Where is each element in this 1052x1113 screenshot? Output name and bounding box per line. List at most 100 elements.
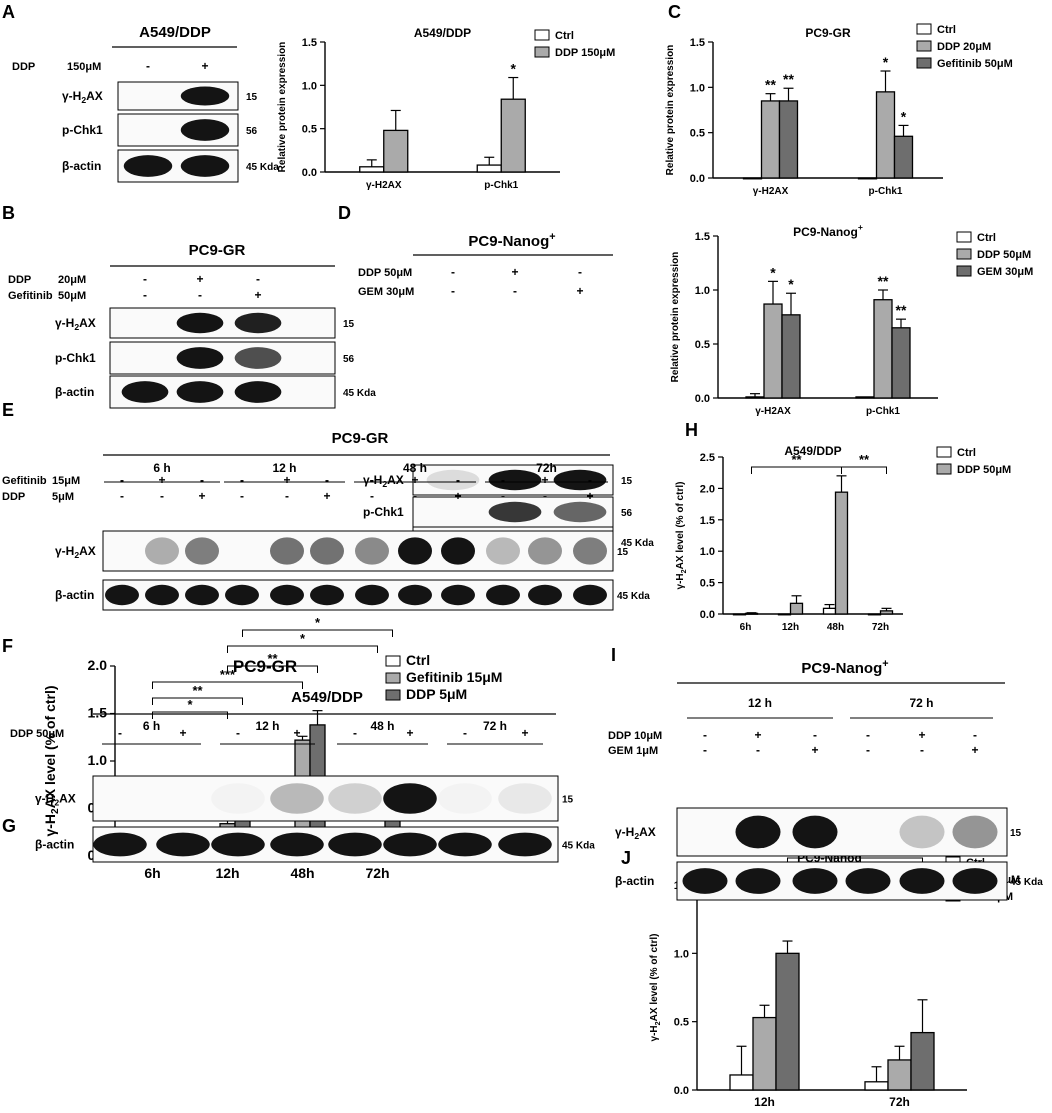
treatment-mark: + [576,284,583,298]
text-part: PC9-Nanog [468,233,549,250]
band-name: γ-H2AX [615,825,656,841]
treatment-mark: - [143,288,147,302]
treatment-mark: - [973,728,977,742]
band-size: 45 Kda [246,162,279,173]
protein-band [488,469,542,491]
protein-band [952,815,998,849]
bar [500,98,526,173]
protein-band [121,381,169,403]
band-name: γ-H2AX [55,544,96,560]
x-tick-label: 48h [290,865,314,881]
text-part: AX level (% of ctrl) [675,482,686,570]
treatment-mark: - [756,743,760,757]
treatment-mark: + [283,473,290,487]
protein-band [498,783,552,814]
chart-title: PC9-Nanog+ [793,222,863,239]
x-tick-label: p-Chk1 [484,180,518,191]
treatment-mark: - [501,489,505,503]
protein-band [310,537,344,565]
x-tick-label: 6h [144,865,160,881]
y-tick-label: 0.0 [690,173,705,185]
x-tick-label: 12h [215,865,239,881]
bar [910,1031,935,1091]
treatment-mark: - [240,489,244,503]
x-tick-label: 12h [754,1095,775,1109]
time-group-label: 72 h [483,719,507,733]
protein-band [123,155,173,177]
treatment-dose: 15μM [52,475,80,487]
text-part: γ-H [35,792,54,806]
treatment-label: DDP 10μM [608,730,662,742]
treatment-mark: - [578,265,582,279]
band-size: 56 [246,126,258,137]
treatment-label: DDP [12,61,35,73]
band-name: γ-H2AX [55,316,96,332]
treatment-mark: - [236,726,240,740]
time-group-label: 6 h [143,719,160,733]
protein-band [488,501,542,523]
y-tick-label: 0.5 [695,339,710,351]
significance-bracket [152,711,228,719]
x-tick-label: 6h [740,622,752,633]
protein-band [310,584,344,606]
band-name: γ-H2AX [35,792,76,808]
text-part: AX [79,544,96,558]
significance-mark: * [883,54,889,70]
treatment-mark: - [588,473,592,487]
protein-band [270,832,324,857]
panel-letter-A: A [2,2,15,22]
treatment-mark: - [256,272,260,286]
protein-band [486,584,520,606]
legend-label: Gefitinib 15μM [406,669,502,685]
legend-label: DDP 50μM [957,464,1011,476]
treatment-mark: - [118,726,122,740]
legend-label: Ctrl [977,232,996,244]
bar [789,602,804,615]
protein-band [845,868,891,894]
treatment-mark: + [196,272,203,286]
band-name: β-actin [62,159,101,173]
subscript: 2 [50,808,61,814]
x-tick-label: p-Chk1 [869,186,903,197]
protein-band [398,537,432,565]
blot-title: PC9-GR [332,430,389,447]
protein-band [180,86,230,106]
significance-mark: ** [896,302,907,318]
band-size: 45 Kda [617,591,650,602]
chart-C: 0.0 0.5 1.0 1.5 Relative protein expression γ… [665,23,1013,197]
treatment-mark: - [866,728,870,742]
protein-band [211,832,265,857]
bar [857,177,878,180]
text-part: γ-H [649,1025,660,1041]
text-part: γ-H [62,89,81,103]
treatment-mark: + [293,726,300,740]
significance-mark: ** [878,273,889,289]
protein-band [573,584,607,606]
panel-letter-E: E [2,400,14,420]
treatment-mark: - [198,288,202,302]
treatment-mark: + [918,728,925,742]
protein-band [355,537,389,565]
bar [777,613,792,616]
legend-swatch [956,231,972,243]
x-tick-label: 72h [365,865,389,881]
treatment-mark: - [813,728,817,742]
treatment-mark: - [463,726,467,740]
band-name: p-Chk1 [62,123,103,137]
y-axis-label: Relative protein expression [665,45,676,176]
panel-letter-C: C [668,2,681,22]
protein-band [270,537,304,565]
treatment-mark: + [971,743,978,757]
protein-band [398,584,432,606]
y-tick-label: 1.5 [695,231,710,243]
significance-mark: * [511,61,517,77]
subscript: 2 [54,798,59,808]
blot-A: A549/DDP DDP 150μM - + γ-H2AX 15 p-Chk1 56 β-acti… [12,24,279,183]
y-tick-label: 2.0 [700,483,715,495]
blot-title: PC9-GR [189,242,246,259]
text-part: PC9-Nanog [793,225,858,239]
x-tick-label: γ-H2AX [753,186,789,197]
legend-swatch [936,463,952,475]
y-tick-label: 0.5 [700,578,715,590]
